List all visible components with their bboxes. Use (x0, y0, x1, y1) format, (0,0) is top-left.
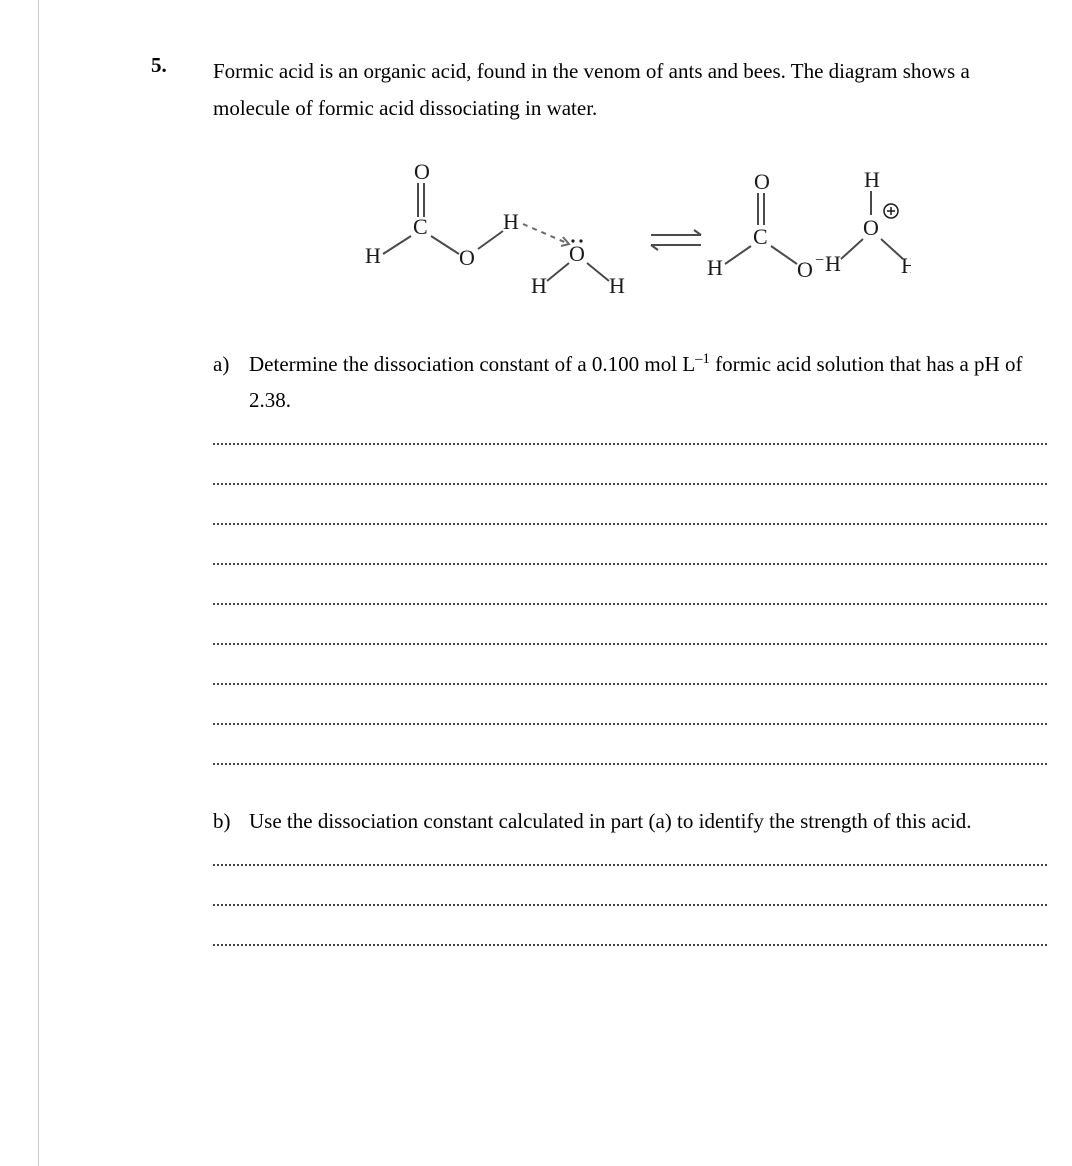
atom-H: H (609, 273, 625, 298)
part-a-sup: –1 (695, 351, 710, 367)
answer-dotted-line (213, 443, 1047, 445)
part-a: a) Determine the dissociation constant o… (213, 346, 1048, 420)
atom-O: O (414, 159, 430, 184)
part-b-text: Use the dissociation constant calculated… (249, 803, 1048, 840)
answer-dotted-line (213, 763, 1047, 765)
left-margin-rule (38, 0, 39, 1166)
part-a-text-before: Determine the dissociation constant of a… (249, 352, 695, 376)
equilibrium-arrows (651, 230, 701, 250)
answer-dotted-line (213, 864, 1047, 866)
atom-C: C (413, 214, 428, 239)
answer-dotted-line (213, 563, 1047, 565)
atom-O: O (754, 169, 770, 194)
answer-dotted-line (213, 483, 1047, 485)
answer-dotted-line (213, 603, 1047, 605)
part-a-label: a) (213, 346, 249, 420)
answer-dotted-line (213, 904, 1047, 906)
atom-O: O (459, 245, 475, 270)
charge-minus: − (815, 252, 824, 269)
answer-dotted-line (213, 683, 1047, 685)
dissociation-diagram: O C H O H O (213, 159, 1048, 304)
question-content: Formic acid is an organic acid, found in… (213, 53, 1048, 984)
atom-C: C (753, 224, 768, 249)
part-a-text: Determine the dissociation constant of a… (249, 346, 1048, 420)
answer-dotted-line (213, 643, 1047, 645)
atom-H: H (707, 255, 723, 280)
atom-O: O (569, 241, 585, 266)
question-intro: Formic acid is an organic acid, found in… (213, 53, 1048, 127)
question-number: 5. (151, 53, 167, 78)
part-b: b) Use the dissociation constant calcula… (213, 803, 1048, 840)
part-b-answer-lines (213, 864, 1048, 946)
part-a-answer-lines (213, 443, 1048, 765)
answer-dotted-line (213, 523, 1047, 525)
atom-O: O (863, 215, 879, 240)
atom-H: H (825, 251, 841, 276)
atom-O: O (797, 257, 813, 282)
answer-dotted-line (213, 944, 1047, 946)
answer-dotted-line (213, 723, 1047, 725)
atom-H: H (365, 243, 381, 268)
atom-H: H (901, 253, 911, 278)
atom-H: H (531, 273, 547, 298)
chemistry-structure-svg: O C H O H O (351, 159, 911, 299)
part-b-label: b) (213, 803, 249, 840)
atom-H: H (503, 209, 519, 234)
atom-H: H (864, 167, 880, 192)
